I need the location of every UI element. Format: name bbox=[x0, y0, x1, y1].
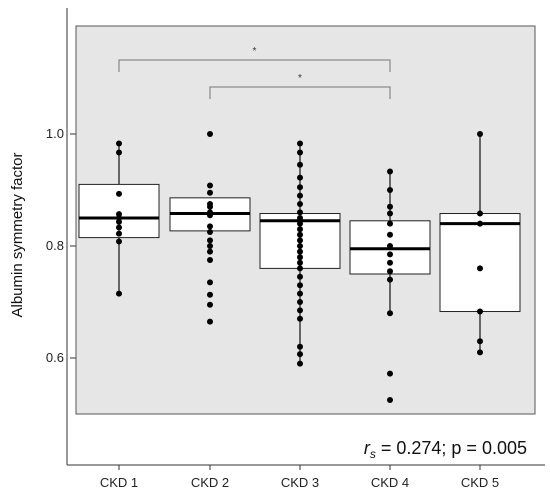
data-point bbox=[297, 231, 303, 238]
data-point bbox=[387, 276, 393, 283]
data-point bbox=[297, 307, 303, 314]
data-point bbox=[116, 218, 122, 225]
significance-bracket: * bbox=[209, 73, 391, 99]
data-point bbox=[207, 223, 213, 230]
y-tick-group: 0.6 0.8 1.0 bbox=[46, 126, 76, 365]
y-tick-label: 0.6 bbox=[46, 350, 64, 365]
data-point bbox=[477, 220, 483, 227]
x-tick-label: CKD 1 bbox=[100, 475, 138, 490]
data-point bbox=[297, 174, 303, 181]
stat-annotation: rs = 0.274; p = 0.005 bbox=[364, 438, 527, 461]
box-iqr bbox=[439, 213, 521, 313]
data-point bbox=[297, 248, 303, 255]
data-point bbox=[297, 299, 303, 305]
data-point bbox=[477, 338, 483, 345]
bracket-line bbox=[118, 59, 391, 72]
data-point bbox=[297, 192, 303, 199]
data-point bbox=[387, 310, 393, 317]
data-point bbox=[297, 351, 303, 358]
data-point bbox=[297, 315, 303, 322]
y-tick-label: 1.0 bbox=[46, 126, 64, 141]
data-point bbox=[116, 230, 122, 237]
data-point bbox=[297, 343, 303, 350]
data-point bbox=[387, 397, 393, 403]
y-axis-title: Albumin symmetry factor bbox=[9, 152, 26, 317]
data-point bbox=[387, 210, 393, 217]
data-point bbox=[207, 182, 213, 189]
data-point bbox=[477, 210, 483, 217]
data-point bbox=[207, 237, 213, 244]
data-point bbox=[297, 226, 303, 233]
data-point bbox=[116, 190, 122, 197]
stat-values: = 0.274; p = 0.005 bbox=[376, 438, 527, 458]
data-point bbox=[297, 184, 303, 191]
data-point bbox=[477, 308, 483, 315]
data-point bbox=[387, 268, 393, 275]
data-point bbox=[297, 140, 303, 147]
significance-bracket: * bbox=[118, 46, 391, 72]
data-point bbox=[207, 189, 213, 196]
data-point bbox=[297, 149, 303, 156]
x-tick-label: CKD 2 bbox=[191, 475, 229, 490]
data-point bbox=[387, 243, 393, 249]
data-point bbox=[297, 282, 303, 289]
data-point bbox=[207, 301, 213, 308]
data-point bbox=[207, 257, 213, 263]
data-point bbox=[116, 290, 122, 297]
data-point bbox=[116, 140, 122, 147]
stat-r-subscript: s bbox=[370, 447, 376, 461]
box-ckd-5 bbox=[439, 134, 521, 353]
x-tick-label: CKD 3 bbox=[281, 475, 319, 490]
data-point bbox=[297, 220, 303, 227]
data-point bbox=[207, 291, 213, 298]
data-point bbox=[477, 265, 483, 272]
data-point bbox=[207, 279, 213, 286]
data-point bbox=[207, 243, 213, 249]
significance-brackets: ** bbox=[118, 46, 391, 99]
stat-r-symbol: r bbox=[364, 438, 371, 458]
data-point bbox=[207, 318, 213, 325]
data-point bbox=[297, 243, 303, 249]
data-point bbox=[387, 251, 393, 258]
data-point bbox=[297, 290, 303, 297]
data-point bbox=[387, 187, 393, 193]
data-point bbox=[297, 273, 303, 280]
data-point bbox=[297, 360, 303, 367]
data-point bbox=[387, 370, 393, 377]
data-point bbox=[297, 259, 303, 266]
bracket-label: * bbox=[253, 46, 257, 57]
data-point bbox=[297, 237, 303, 244]
data-point bbox=[297, 201, 303, 207]
x-tick-label: CKD 5 bbox=[461, 475, 499, 490]
data-point bbox=[387, 168, 393, 175]
y-tick-label: 0.8 bbox=[46, 238, 64, 253]
data-point bbox=[207, 248, 213, 255]
data-point bbox=[116, 238, 122, 245]
data-point bbox=[477, 131, 483, 137]
box-ckd-1 bbox=[78, 143, 160, 294]
data-point bbox=[207, 131, 213, 137]
data-point bbox=[207, 229, 213, 235]
data-point bbox=[387, 231, 393, 238]
bracket-label: * bbox=[298, 73, 302, 84]
data-point bbox=[387, 259, 393, 266]
data-point bbox=[207, 212, 213, 219]
data-point bbox=[297, 215, 303, 221]
data-point bbox=[116, 149, 122, 156]
x-tick-group: CKD 1 CKD 2 CKD 3 CKD 4 CKD 5 bbox=[100, 465, 499, 490]
data-point bbox=[116, 224, 122, 231]
bracket-line bbox=[209, 86, 391, 99]
data-point bbox=[387, 220, 393, 227]
data-point bbox=[297, 209, 303, 216]
data-point bbox=[207, 203, 213, 210]
x-tick-label: CKD 4 bbox=[371, 475, 409, 490]
data-point bbox=[387, 203, 393, 210]
data-point bbox=[297, 254, 303, 261]
data-point bbox=[477, 349, 483, 356]
data-point bbox=[297, 161, 303, 168]
point-group bbox=[116, 131, 483, 403]
data-point bbox=[297, 265, 303, 272]
